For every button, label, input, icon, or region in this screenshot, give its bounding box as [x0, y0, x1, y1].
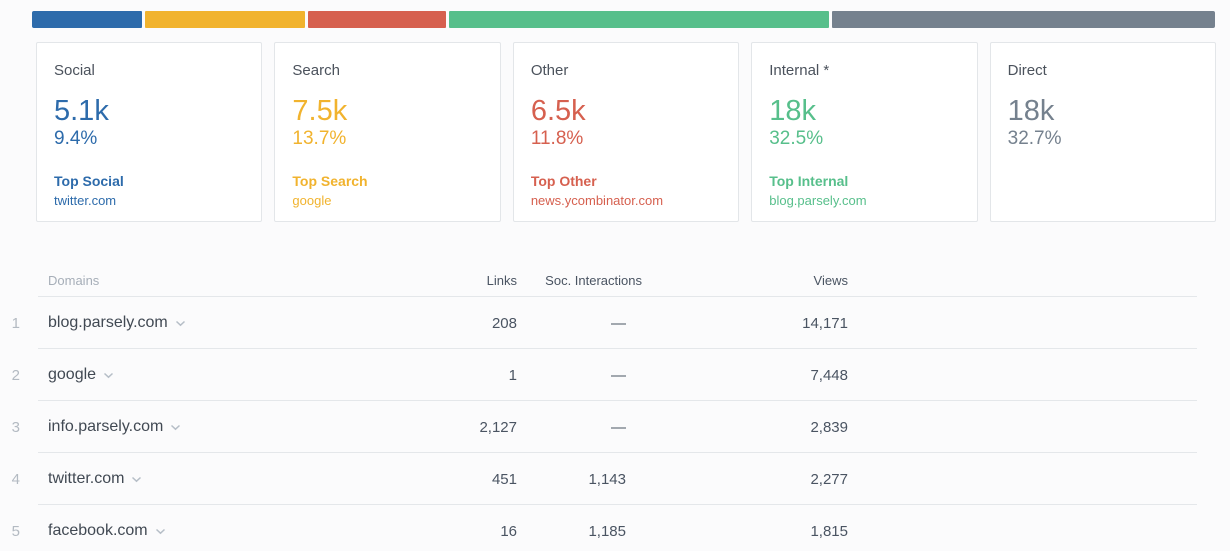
card-percent: 9.4% — [54, 128, 98, 150]
soc-interactions-value: 1,185 — [588, 522, 626, 540]
other-bar-segment[interactable] — [308, 11, 447, 28]
row-rank: 2 — [11, 366, 20, 384]
domain-link[interactable]: blog.parsely.com — [48, 314, 168, 331]
table-row: 1 blog.parsely.com 208 — 14,171 — [0, 297, 1197, 349]
soc-interactions-value: 1,143 — [588, 470, 626, 488]
referrer-domains-table: Domains Links Soc. Interactions Views 1 … — [0, 270, 1197, 551]
chevron-down-icon[interactable] — [175, 320, 186, 327]
internal-bar-segment[interactable] — [449, 11, 830, 28]
row-rank: 5 — [11, 522, 20, 540]
column-header-views[interactable]: Views — [813, 273, 848, 288]
links-value: 16 — [500, 522, 517, 540]
card-direct[interactable]: Direct 18k 32.7% — [989, 42, 1217, 222]
card-percent: 32.5% — [769, 128, 824, 150]
views-value: 14,171 — [802, 314, 848, 332]
card-top-domain[interactable]: news.ycombinator.com — [530, 193, 664, 209]
views-value: 2,277 — [810, 470, 848, 488]
views-value: 1,815 — [810, 522, 848, 540]
card-top-domain[interactable]: twitter.com — [54, 193, 117, 209]
direct-bar-segment[interactable] — [832, 11, 1215, 28]
views-value: 2,839 — [810, 418, 848, 436]
card-top-domain[interactable]: blog.parsely.com — [769, 193, 867, 209]
card-top-label: Top Search — [292, 173, 368, 190]
chevron-down-icon[interactable] — [131, 476, 142, 483]
card-value: 7.5k — [292, 95, 348, 127]
card-title: Direct — [1007, 62, 1047, 79]
table-header-row: Domains Links Soc. Interactions Views — [0, 270, 1197, 297]
card-social[interactable]: Social 5.1k 9.4% Top Social twitter.com — [36, 42, 263, 222]
chevron-down-icon[interactable] — [103, 372, 114, 379]
card-percent: 32.7% — [1007, 128, 1062, 150]
domain-link[interactable]: google — [48, 366, 97, 383]
column-header-domains[interactable]: Domains — [48, 273, 100, 288]
traffic-source-cards: Social 5.1k 9.4% Top Social twitter.com … — [36, 42, 1217, 222]
card-top-label: Top Social — [54, 173, 124, 190]
domain-link[interactable]: facebook.com — [48, 522, 148, 539]
column-header-soc-interactions[interactable]: Soc. Interactions — [545, 273, 642, 288]
card-search[interactable]: Search 7.5k 13.7% Top Search google — [274, 42, 501, 222]
chevron-down-icon[interactable] — [155, 528, 166, 535]
card-value: 5.1k — [54, 95, 109, 127]
card-value: 18k — [769, 95, 816, 127]
card-percent: 13.7% — [292, 128, 347, 150]
row-rank: 4 — [11, 470, 20, 488]
card-title: Social — [54, 62, 95, 79]
links-value: 1 — [508, 366, 517, 384]
card-title: Internal * — [769, 62, 830, 79]
card-percent: 11.8% — [530, 128, 584, 150]
traffic-source-stacked-bar — [32, 11, 1215, 28]
links-value: 208 — [491, 314, 517, 332]
search-bar-segment[interactable] — [144, 11, 306, 28]
social-bar-segment[interactable] — [32, 11, 142, 28]
soc-interactions-value: — — [611, 314, 626, 332]
table-row: 4 twitter.com 451 1,143 2,277 — [0, 453, 1197, 505]
card-other[interactable]: Other 6.5k 11.8% Top Other news.ycombina… — [512, 42, 740, 222]
domain-link[interactable]: info.parsely.com — [48, 418, 164, 435]
card-top-domain[interactable]: google — [292, 193, 332, 209]
chevron-down-icon[interactable] — [170, 424, 181, 431]
card-title: Search — [292, 62, 340, 79]
column-header-links[interactable]: Links — [486, 273, 517, 288]
table-row: 3 info.parsely.com 2,127 — 2,839 — [0, 401, 1197, 453]
card-value: 6.5k — [530, 95, 586, 127]
card-value: 18k — [1007, 95, 1055, 127]
table-row: 2 google 1 — 7,448 — [0, 349, 1197, 401]
row-rank: 3 — [11, 418, 20, 436]
row-rank: 1 — [11, 314, 20, 332]
card-top-label: Top Internal — [769, 173, 849, 190]
domain-link[interactable]: twitter.com — [48, 470, 125, 487]
card-top-label: Top Other — [530, 173, 597, 190]
card-internal[interactable]: Internal * 18k 32.5% Top Internal blog.p… — [751, 42, 978, 222]
links-value: 451 — [491, 470, 517, 488]
views-value: 7,448 — [810, 366, 848, 384]
soc-interactions-value: — — [611, 418, 626, 436]
table-row: 5 facebook.com 16 1,185 1,815 — [0, 505, 1197, 551]
links-value: 2,127 — [479, 418, 517, 436]
card-title: Other — [530, 62, 569, 79]
soc-interactions-value: — — [611, 366, 626, 384]
